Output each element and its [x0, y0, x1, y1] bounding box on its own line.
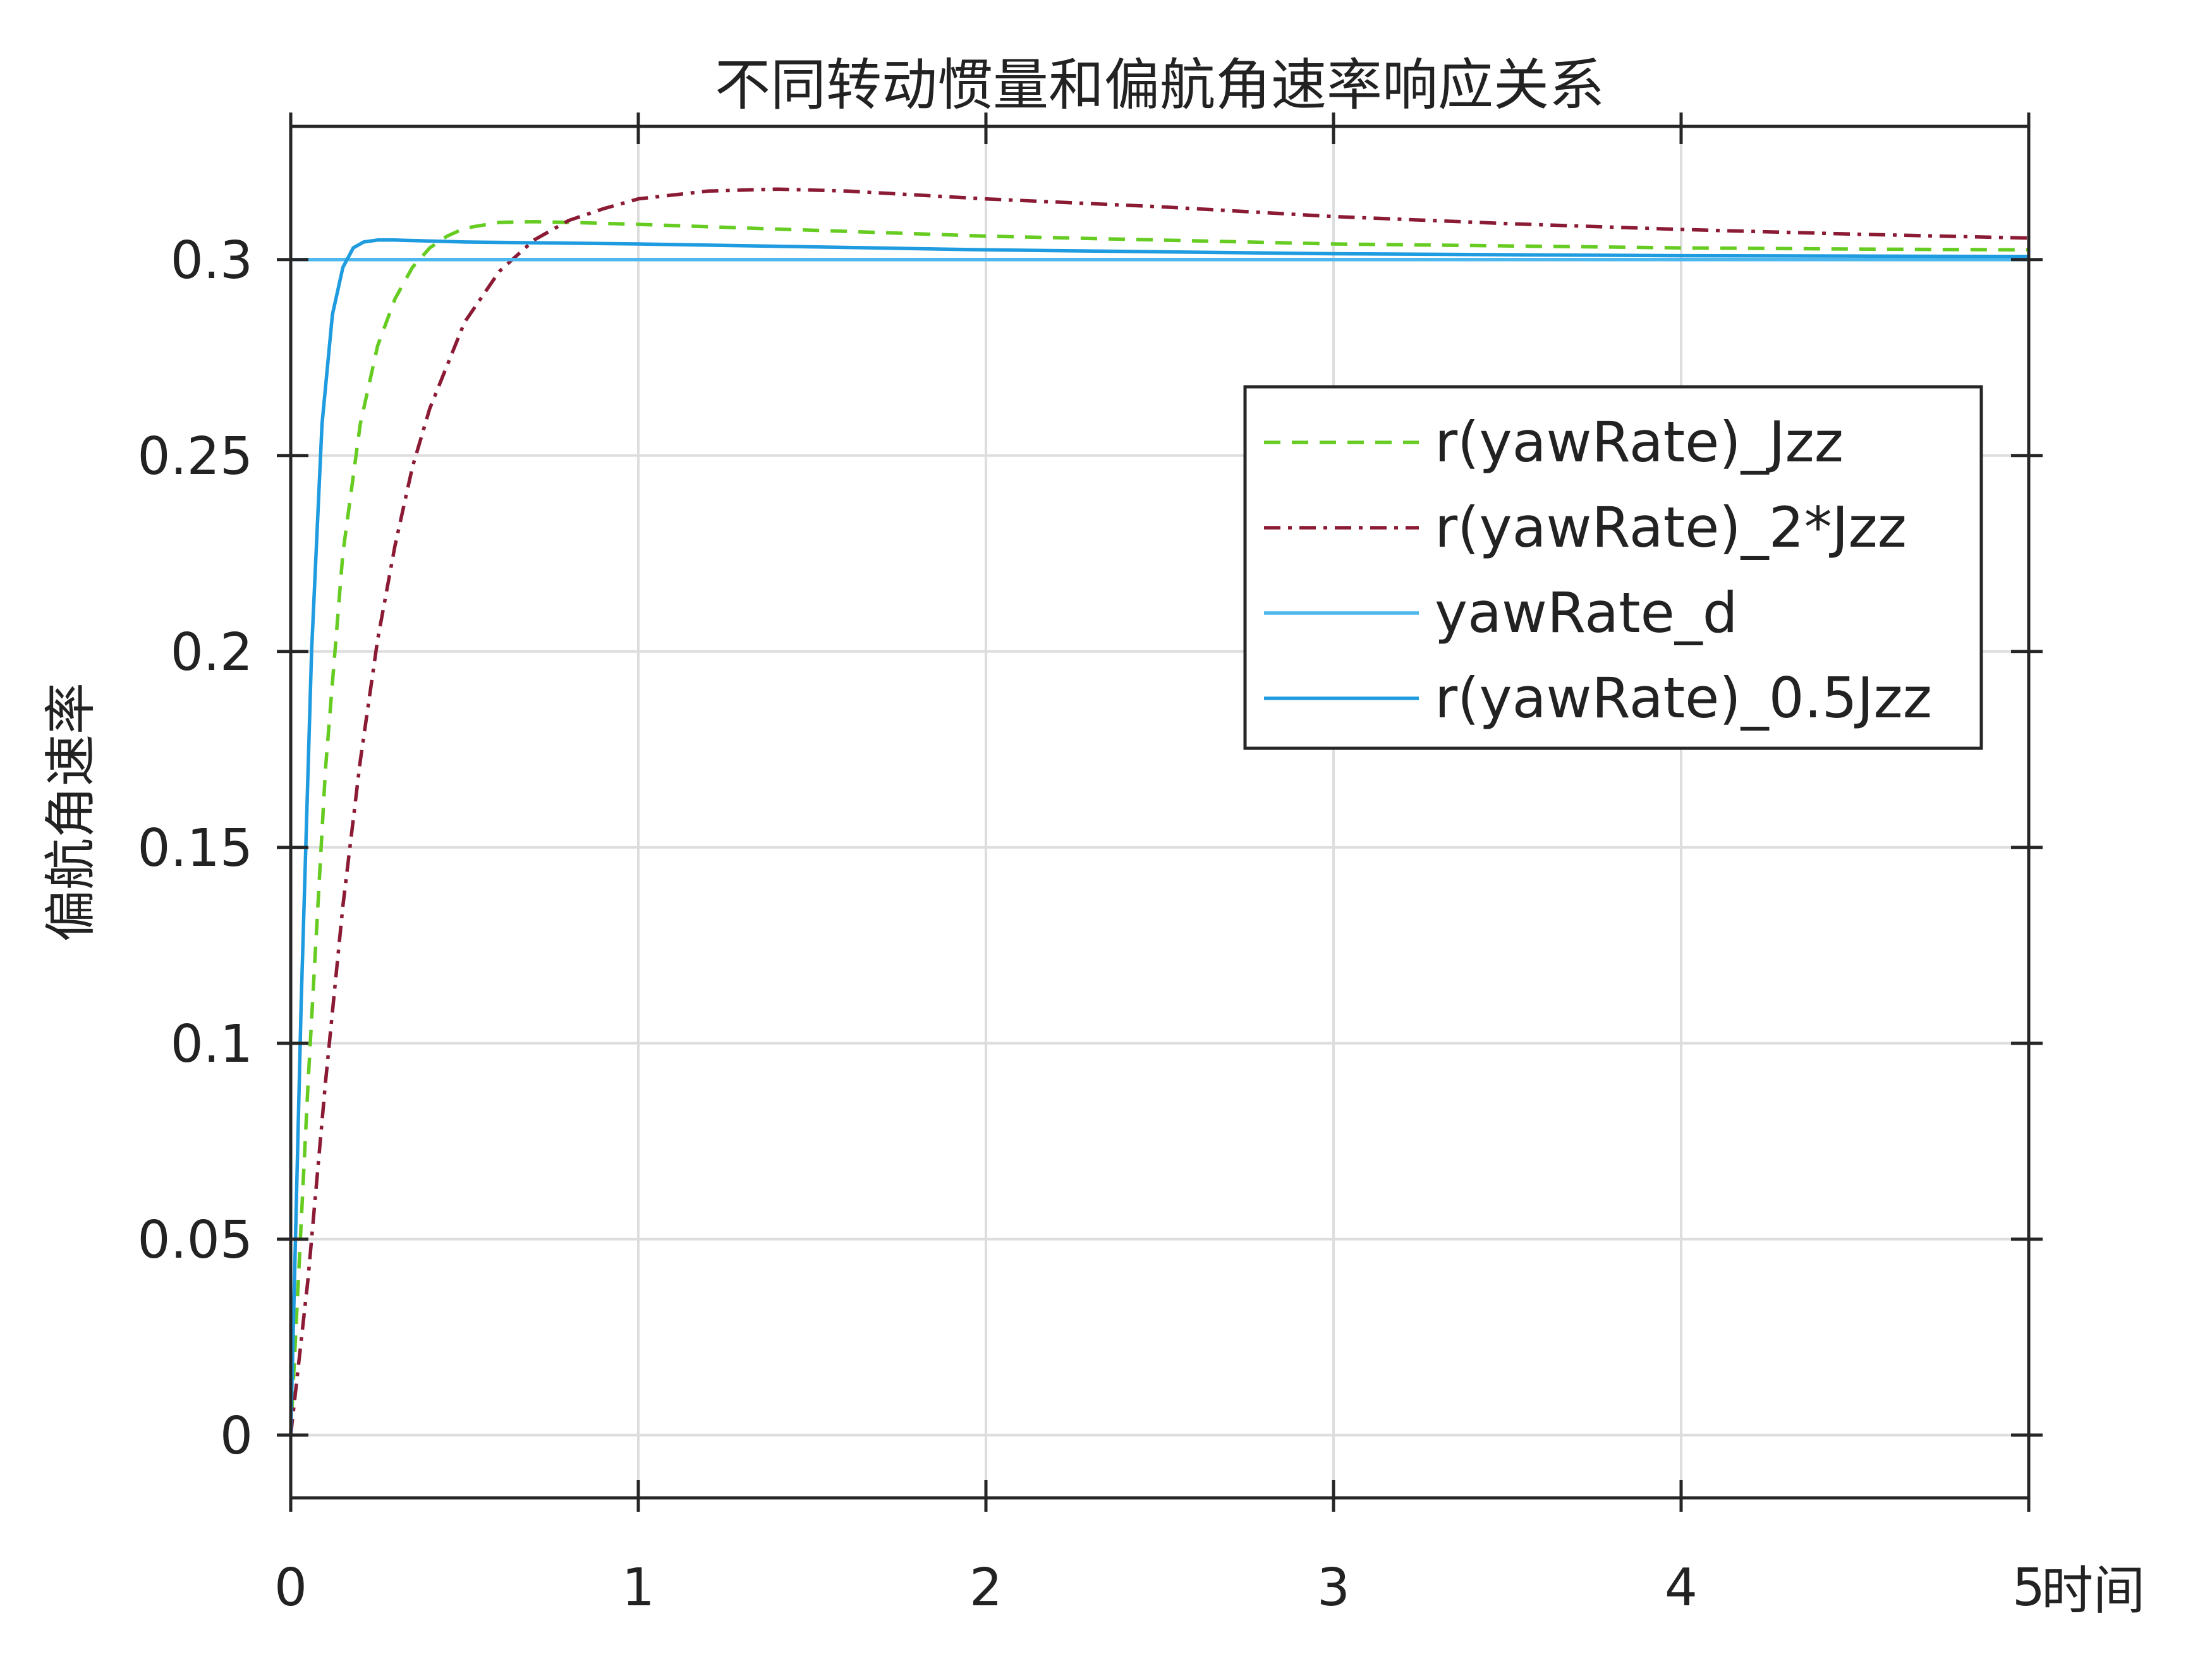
y-tick-label: 0.15 — [137, 818, 253, 878]
x-axis-label: 时间 — [2041, 1561, 2145, 1621]
legend-label: yawRate_d — [1435, 580, 1738, 645]
legend-label: r(yawRate)_0.5Jzz — [1435, 665, 1932, 731]
x-tick-label: 1 — [622, 1558, 655, 1618]
y-tick-label: 0.3 — [171, 231, 253, 291]
x-tick-label: 4 — [1665, 1558, 1698, 1618]
y-tick-label: 0 — [220, 1406, 253, 1466]
series-layer — [289, 187, 2029, 1436]
ticks: 0 1 2 3 4 5 0 0.05 0.1 0.15 0.2 0.25 0.3 — [137, 112, 2045, 1618]
chart-title: 不同转动惯量和偏航角速率响应关系 — [715, 52, 1605, 118]
plot-background — [291, 126, 2029, 1498]
legend-label: r(yawRate)_2*Jzz — [1435, 495, 1907, 560]
x-tick-label: 0 — [274, 1558, 307, 1618]
series-line-r-yawrate-jzz — [289, 219, 2029, 1435]
y-tick-label: 0.05 — [137, 1210, 253, 1270]
x-tick-label: 3 — [1317, 1558, 1350, 1618]
series-line-r-yawrate-2-jzz — [289, 187, 2029, 1436]
y-tick-label: 0.2 — [171, 623, 253, 683]
y-tick-label: 0.1 — [171, 1014, 253, 1074]
series-line-r-yawrate-0-5jzz — [289, 238, 2029, 1435]
axes-box — [289, 125, 2031, 1500]
y-axis-label: 偏航角速率 — [41, 683, 101, 942]
x-tick-label: 5 — [2012, 1558, 2045, 1618]
legend-box — [1243, 385, 1983, 750]
legend: r(yawRate)_Jzz r(yawRate)_2*Jzz yawRate_dr… — [1243, 385, 1983, 750]
x-tick-label: 2 — [969, 1558, 1002, 1618]
legend-label: r(yawRate)_Jzz — [1435, 410, 1844, 475]
y-tick-label: 0.25 — [137, 427, 253, 487]
